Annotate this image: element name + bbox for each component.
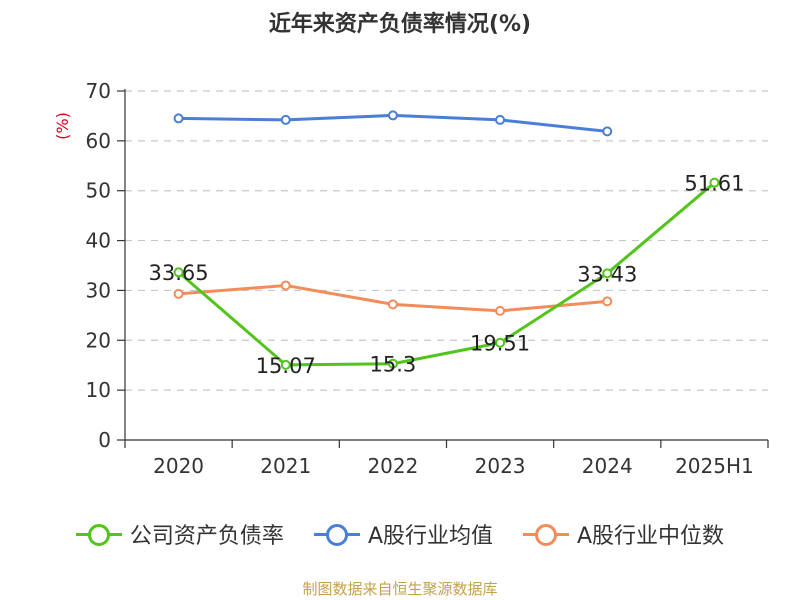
legend-label-industry-median: A股行业中位数	[577, 524, 725, 549]
data-point-1-3	[495, 114, 506, 125]
y-tick-label-0: 0	[98, 428, 111, 452]
gridlines	[125, 90, 768, 391]
data-point-0-4	[602, 268, 613, 279]
series-lines	[173, 110, 720, 370]
y-axis-label: (%)	[53, 112, 72, 140]
chart-title: 近年来资产负债率情况(%)	[268, 12, 532, 37]
y-tick-label-50: 50	[86, 179, 111, 203]
legend-label-industry-mean: A股行业均值	[367, 524, 493, 549]
legend-item-industry-median[interactable]: A股行业中位数	[523, 518, 724, 550]
legend: 公司资产负债率 A股行业均值 A股行业中位数	[0, 518, 800, 550]
y-tick-label-20: 20	[86, 328, 111, 352]
data-point-1-2	[387, 110, 398, 121]
data-label-5: 51.61	[684, 172, 744, 196]
legend-swatch-industry-median	[523, 523, 569, 546]
data-point-1-4	[602, 126, 613, 137]
legend-swatch-company	[75, 523, 122, 546]
data-point-0-5	[709, 177, 720, 188]
data-point-0-3	[495, 337, 506, 348]
data-point-0-2	[387, 358, 398, 369]
y-tick-label-40: 40	[86, 229, 111, 253]
y-tick-label-30: 30	[86, 278, 111, 302]
x-tick-label-2021: 2021	[260, 454, 311, 478]
legend-label-company: 公司资产负债率	[129, 524, 284, 549]
legend-swatch-industry-mean	[313, 523, 360, 546]
y-tick-label-70: 70	[86, 79, 111, 103]
axes	[117, 89, 769, 448]
x-tick-label-2025H1: 2025H1	[675, 454, 754, 478]
data-point-0-0	[173, 267, 184, 278]
legend-item-company[interactable]: 公司资产负债率	[75, 518, 284, 550]
data-point-0-1	[280, 359, 291, 370]
y-tick-label-10: 10	[86, 378, 111, 402]
x-tick-labels: 2020 2021 2022 2023 2024 2025H1	[153, 454, 754, 478]
data-point-2-3	[495, 305, 506, 316]
data-label-0: 33.65	[149, 261, 209, 285]
data-point-1-1	[280, 114, 291, 125]
data-point-2-4	[602, 296, 613, 307]
x-tick-label-2024: 2024	[582, 454, 633, 478]
x-tick-label-2023: 2023	[475, 454, 526, 478]
data-point-2-2	[387, 299, 398, 310]
data-point-2-0	[173, 288, 184, 299]
data-point-2-1	[280, 280, 291, 291]
data-label-3: 19.51	[470, 332, 530, 356]
legend-item-industry-mean[interactable]: A股行业均值	[313, 518, 493, 550]
data-label-4: 33.43	[577, 262, 637, 286]
series-line-0	[177, 181, 716, 367]
data-source-note: 制图数据来自恒生聚源数据库	[302, 580, 498, 598]
x-tick-label-2022: 2022	[367, 454, 418, 478]
data-point-1-0	[173, 113, 184, 124]
y-tick-labels: 0 10 20 30 40 50 60 70	[86, 79, 111, 452]
y-tick-label-60: 60	[86, 129, 111, 153]
data-labels: 33.65 15.07 15.3 19.51 33.43 51.61	[149, 172, 745, 378]
data-label-1: 15.07	[256, 354, 316, 378]
data-label-2: 15.3	[370, 353, 417, 377]
x-tick-label-2020: 2020	[153, 454, 204, 478]
